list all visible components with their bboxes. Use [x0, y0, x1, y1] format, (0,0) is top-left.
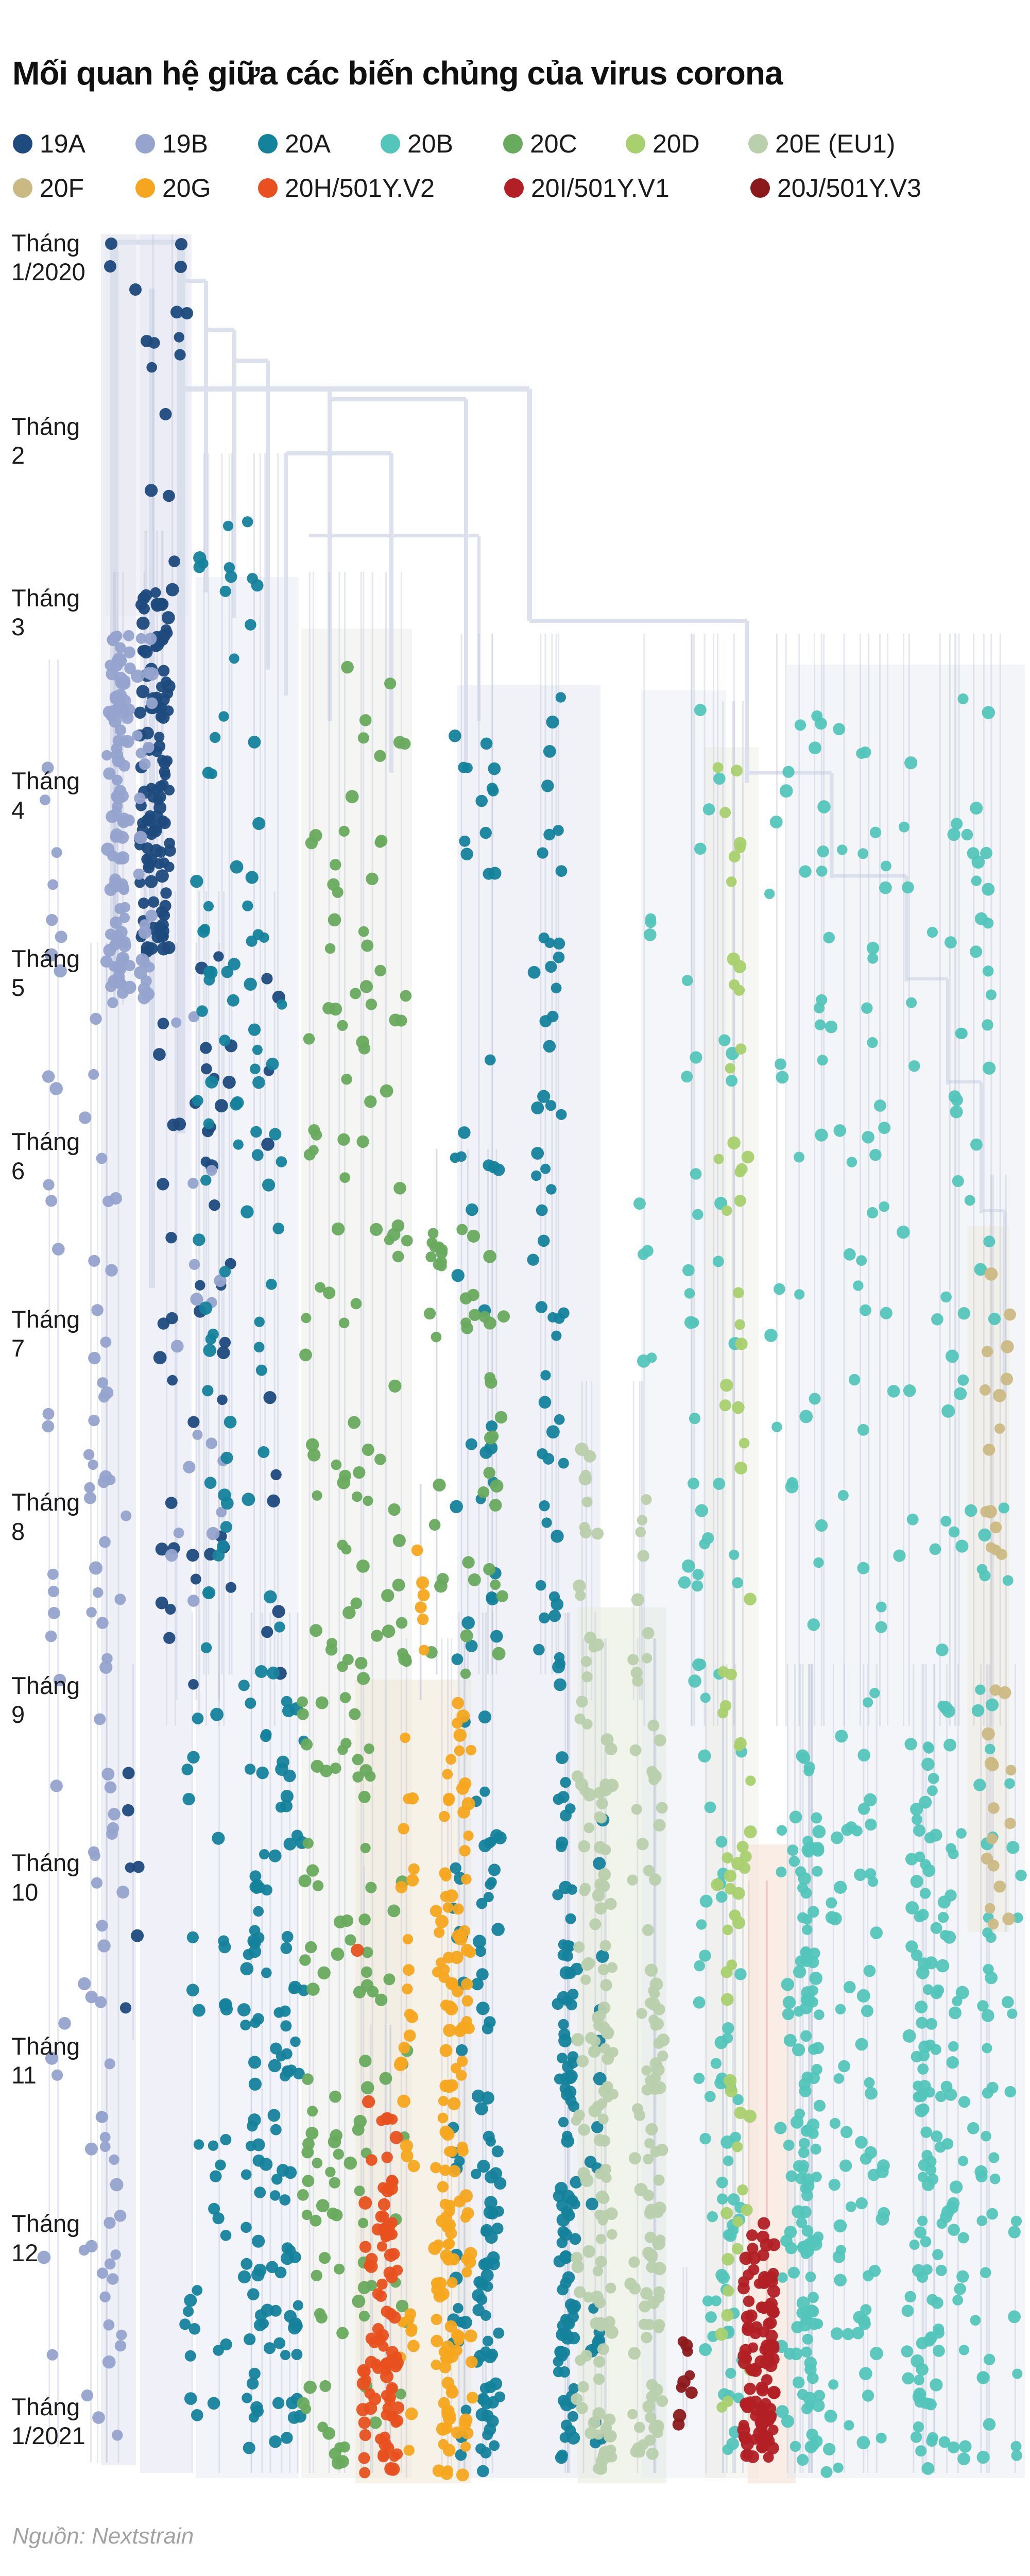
- axis-label-thang-1-2021: Tháng 1/2021: [11, 2393, 99, 2451]
- legend-label: 20D: [653, 129, 700, 158]
- clade-dots-20E-EU1-: [571, 1443, 670, 2475]
- axis-label-value: 4: [11, 796, 25, 824]
- axis-label-thang-6: Tháng 6: [11, 1127, 99, 1185]
- axis-label-thang-2: Tháng 2: [11, 412, 99, 470]
- axis-label-value: 11: [11, 2061, 37, 2089]
- source-note: Nguồn: Nextstrain: [12, 2523, 194, 2549]
- clade-dots-20C: [297, 660, 510, 2470]
- axis-label-value: 1/2021: [11, 2422, 85, 2450]
- legend-label: 20G: [162, 174, 211, 202]
- legend-label: 20B: [407, 129, 453, 158]
- axis-label-prefix: Tháng: [11, 412, 80, 440]
- axis-label-prefix: Tháng: [11, 1849, 80, 1877]
- legend-item-20J-501Y-V3: 20J/501Y.V3: [750, 173, 921, 203]
- axis-label-prefix: Tháng: [11, 1488, 80, 1516]
- legend-color-dot-icon: [258, 134, 278, 154]
- legend-color-dot-icon: [750, 178, 770, 198]
- clade-dots-20G: [393, 1544, 478, 2482]
- legend-label: 19B: [162, 129, 208, 158]
- clade-dots-20A: [179, 516, 610, 2478]
- legend-item-20E-EU1-: 20E (EU1): [748, 129, 895, 159]
- axis-label-value: 8: [11, 1517, 25, 1545]
- legend-item-20G: 20G: [135, 173, 258, 203]
- legend-item-20H-501Y-V2: 20H/501Y.V2: [258, 173, 504, 203]
- clade-dots-20J-501Y-V3: [672, 2336, 698, 2431]
- legend-color-dot-icon: [135, 178, 155, 198]
- axis-label-prefix: Tháng: [11, 1128, 80, 1156]
- axis-label-value: 6: [11, 1157, 25, 1184]
- legend-item-20A: 20A: [258, 129, 381, 159]
- clade-dots-20I-501Y-V1: [737, 2217, 781, 2463]
- legend-item-19B: 19B: [135, 129, 258, 159]
- legend-label: 20A: [285, 129, 331, 158]
- axis-label-thang-5: Tháng 5: [11, 944, 99, 1003]
- axis-label-thang-1-2020: Tháng 1/2020: [11, 229, 99, 287]
- axis-label-value: 10: [11, 1878, 39, 1906]
- clade-dots-20F: [979, 1267, 1017, 1930]
- axis-label-thang-9: Tháng 9: [11, 1671, 99, 1730]
- legend-color-dot-icon: [258, 178, 278, 198]
- legend-color-dot-icon: [748, 134, 768, 154]
- legend-item-20B: 20B: [381, 129, 503, 159]
- axis-label-prefix: Tháng: [11, 229, 80, 257]
- axis-label-thang-8: Tháng 8: [11, 1488, 99, 1546]
- legend-item-20F: 20F: [13, 173, 135, 203]
- chart-title: Mối quan hệ giữa các biến chủng của viru…: [12, 54, 783, 92]
- legend-row-1: 19A 19B 20A 20B 20C 20D 20E (EU1): [13, 129, 895, 159]
- legend-label: 20J/501Y.V3: [777, 174, 921, 202]
- axis-label-thang-11: Tháng 11: [11, 2032, 99, 2090]
- legend-color-dot-icon: [13, 134, 32, 154]
- axis-label-value: 7: [11, 1334, 25, 1362]
- legend-color-dot-icon: [504, 178, 524, 198]
- legend-item-20D: 20D: [626, 129, 748, 159]
- legend-item-20I-501Y-V1: 20I/501Y.V1: [504, 173, 750, 203]
- axis-label-prefix: Tháng: [11, 2032, 80, 2060]
- axis-label-prefix: Tháng: [11, 944, 80, 972]
- legend-label: 20F: [40, 174, 84, 202]
- legend-label: 20I/501Y.V1: [531, 174, 670, 202]
- axis-label-thang-10: Tháng 10: [11, 1849, 99, 1907]
- axis-label-value: 1/2020: [11, 258, 85, 286]
- background-bands: [101, 234, 1025, 2483]
- axis-label-thang-7: Tháng 7: [11, 1305, 99, 1363]
- axis-label-prefix: Tháng: [11, 767, 80, 795]
- legend-label: 19A: [40, 129, 85, 158]
- axis-label-value: 5: [11, 973, 25, 1001]
- legend-color-dot-icon: [626, 134, 645, 154]
- legend-color-dot-icon: [503, 134, 523, 154]
- axis-label-value: 12: [11, 2239, 39, 2266]
- axis-label-value: 3: [11, 613, 25, 640]
- axis-label-thang-4: Tháng 4: [11, 767, 99, 825]
- axis-label-value: 9: [11, 1701, 25, 1728]
- legend-label: 20H/501Y.V2: [285, 174, 435, 202]
- axis-label-prefix: Tháng: [11, 1305, 80, 1333]
- legend-item-20C: 20C: [503, 129, 626, 159]
- legend-color-dot-icon: [381, 134, 400, 154]
- clade-dots-19B: [37, 630, 229, 2441]
- legend-color-dot-icon: [13, 178, 32, 198]
- clade-dots-20H-501Y-V2: [351, 1943, 404, 2479]
- axis-label-value: 2: [11, 442, 25, 469]
- axis-label-prefix: Tháng: [11, 584, 80, 612]
- axis-label-thang-3: Tháng 3: [11, 584, 99, 642]
- legend-label: 20E (EU1): [775, 129, 896, 158]
- tree-skeleton: [110, 240, 1006, 1391]
- legend-item-19A: 19A: [13, 129, 135, 159]
- legend-color-dot-icon: [135, 134, 155, 154]
- legend-row-2: 20F 20G 20H/501Y.V2 20I/501Y.V1 20J/501Y.V3: [13, 173, 921, 203]
- axis-label-prefix: Tháng: [11, 2393, 80, 2420]
- axis-label-prefix: Tháng: [11, 1672, 80, 1699]
- axis-label-thang-12: Tháng 12: [11, 2209, 99, 2267]
- clade-dots-20B: [633, 693, 1027, 2478]
- axis-label-prefix: Tháng: [11, 2210, 80, 2238]
- legend-label: 20C: [530, 129, 577, 158]
- clade-dots-20D: [711, 762, 757, 2413]
